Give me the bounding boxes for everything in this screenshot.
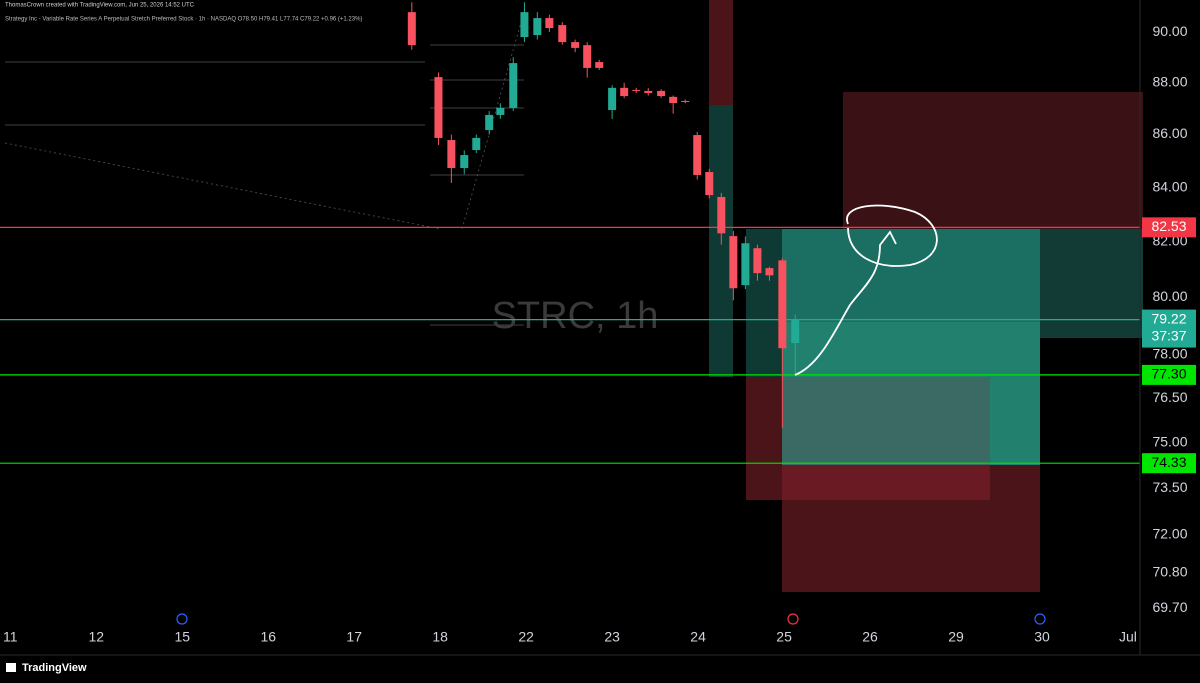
candle-body xyxy=(669,96,678,104)
zone xyxy=(990,465,1040,500)
price-tag-label: 77.30 xyxy=(1151,366,1186,382)
zone xyxy=(746,377,782,500)
x-tick-label: 24 xyxy=(690,629,706,645)
candle-body xyxy=(705,172,714,196)
zone xyxy=(782,229,1040,322)
candle-body xyxy=(632,89,641,91)
x-tick-label: Jul xyxy=(1119,629,1137,645)
candle-body xyxy=(729,236,738,289)
x-tick-label: 29 xyxy=(948,629,964,645)
candle-body xyxy=(485,114,494,131)
price-tag xyxy=(1142,217,1196,238)
x-tick-label: 22 xyxy=(518,629,534,645)
y-tick-label: 70.80 xyxy=(1152,564,1187,580)
candle-body xyxy=(753,248,762,274)
price-tag xyxy=(1142,364,1196,385)
x-tick-label: 23 xyxy=(604,629,620,645)
y-tick-label: 75.00 xyxy=(1152,434,1187,450)
candle-body xyxy=(571,42,580,48)
x-tick-label: 17 xyxy=(346,629,362,645)
y-tick-label: 84.00 xyxy=(1152,178,1187,194)
x-tick-label: 12 xyxy=(89,629,105,645)
candle-body xyxy=(472,137,481,151)
price-tag-label: 79.22 xyxy=(1151,310,1186,326)
y-tick-label: 76.50 xyxy=(1152,389,1187,405)
footer-logo xyxy=(6,663,16,672)
chart-title: Strategy Inc - Variable Rate Series A Pe… xyxy=(5,17,362,23)
footer-brand: TradingView xyxy=(22,662,87,674)
y-tick-label: 88.00 xyxy=(1152,73,1187,89)
x-tick-label: 11 xyxy=(3,629,18,645)
x-tick-label: 16 xyxy=(260,629,276,645)
event-icons xyxy=(176,613,1046,625)
candle-body xyxy=(496,107,505,115)
x-tick-label: 30 xyxy=(1034,629,1050,645)
x-tick-label: 18 xyxy=(432,629,448,645)
countdown: 37:37 xyxy=(1151,327,1186,343)
candle-body xyxy=(407,12,416,46)
candle-body xyxy=(693,135,702,175)
price-tag xyxy=(1142,309,1196,348)
price-tag xyxy=(1142,453,1196,474)
candle-body xyxy=(717,196,726,234)
x-tick-label: 26 xyxy=(862,629,878,645)
y-tick-label: 80.00 xyxy=(1152,288,1187,304)
candle-body xyxy=(545,18,554,29)
zone xyxy=(782,377,990,465)
candle-body xyxy=(778,260,787,349)
candle-body xyxy=(657,90,666,97)
candle-body xyxy=(741,243,750,286)
watermark: STRC, 1h xyxy=(492,295,659,337)
price-tag-label: 74.33 xyxy=(1151,454,1186,470)
candle-body xyxy=(558,25,567,43)
x-tick-label: 15 xyxy=(174,629,190,645)
zone xyxy=(709,0,733,105)
candle-body xyxy=(583,45,592,68)
candle-body xyxy=(608,87,617,111)
candle-body xyxy=(644,90,653,93)
candle-body xyxy=(520,12,529,38)
zone xyxy=(782,465,990,500)
candle-body xyxy=(620,87,629,97)
price-tag-label: 82.53 xyxy=(1151,218,1186,234)
candle-body xyxy=(791,319,800,344)
candle-body xyxy=(765,268,774,276)
candle-body xyxy=(509,63,518,108)
y-tick-label: 69.70 xyxy=(1152,599,1187,615)
y-tick-label: 90.00 xyxy=(1152,23,1187,39)
y-tick-label: 78.00 xyxy=(1152,345,1187,361)
y-tick-label: 86.00 xyxy=(1152,125,1187,141)
zone xyxy=(843,92,1143,229)
x-tick-label: 25 xyxy=(776,629,792,645)
candle-body xyxy=(434,77,443,138)
zone xyxy=(782,500,1040,592)
candle-body xyxy=(447,140,456,169)
credit: ThomasCrown created with TradingView.com… xyxy=(5,3,195,9)
candle-body xyxy=(595,62,604,68)
zone xyxy=(746,229,782,377)
drawing-lines xyxy=(4,11,525,326)
candle-body xyxy=(533,18,542,36)
annotation xyxy=(794,204,938,376)
y-tick-label: 72.00 xyxy=(1152,526,1187,542)
candle-body xyxy=(681,100,690,103)
y-tick-label: 73.50 xyxy=(1152,479,1187,495)
zone xyxy=(1040,229,1143,338)
candle-body xyxy=(460,155,469,169)
